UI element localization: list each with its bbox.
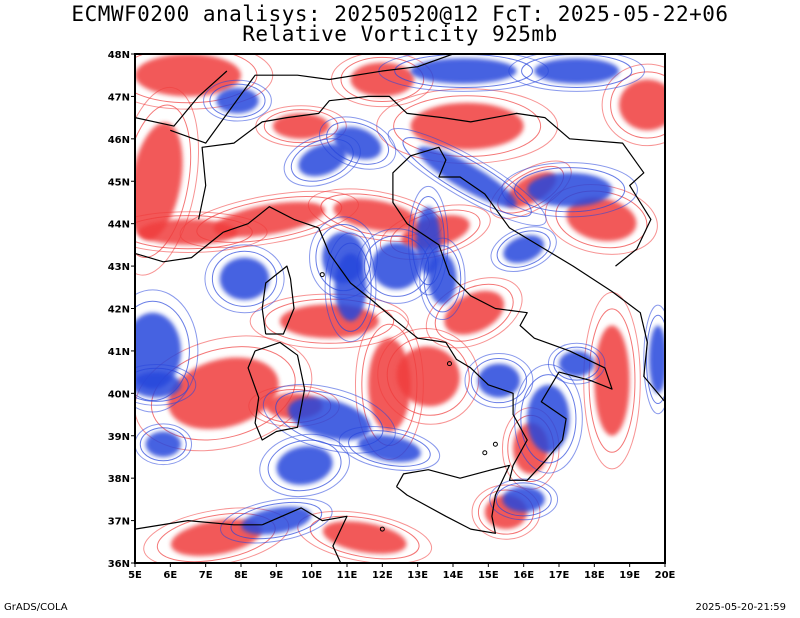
- positive-vorticity-cell: [255, 105, 347, 147]
- lat-tick-label: 45N: [108, 177, 130, 188]
- lon-tick-label: 16E: [513, 570, 534, 581]
- coastline-segment: [135, 231, 224, 263]
- coastline-segment: [170, 54, 454, 144]
- coastline-segment: [247, 341, 306, 441]
- map-title: ECMWF0200 analisys: 20250520@12 FcT: 202…: [71, 2, 729, 26]
- island: [492, 441, 498, 447]
- lon-tick-label: 5E: [128, 570, 142, 581]
- lat-tick-label: 48N: [108, 50, 130, 61]
- vorticity-field: [135, 54, 665, 563]
- negative-vorticity-cell: [220, 497, 333, 544]
- coastline-segment: [223, 146, 665, 481]
- negative-vorticity-cell: [204, 244, 285, 314]
- lat-tick-label: 47N: [108, 92, 130, 103]
- lon-tick-label: 14E: [443, 570, 464, 581]
- positive-vorticity-cell: [583, 291, 641, 470]
- lon-tick-label: 8E: [234, 570, 248, 581]
- lat-tick-label: 41N: [108, 347, 130, 358]
- lat-axis: 36N 37N 38N 39N 40N 41N 42N 43N 44N 45N 46N 47N 48N: [108, 50, 135, 570]
- lon-tick-label: 15E: [478, 570, 499, 581]
- negative-vorticity-cell: [387, 127, 547, 227]
- timestamp: 2025-05-20-21:59: [695, 602, 786, 613]
- negative-vorticity-cell: [283, 133, 361, 187]
- lon-tick-label: 13E: [407, 570, 428, 581]
- lat-tick-label: 46N: [108, 135, 130, 146]
- coastline-segment: [261, 507, 348, 563]
- negative-vorticity-cell: [547, 342, 606, 385]
- coastline-segment: [198, 95, 652, 267]
- lat-tick-label: 36N: [108, 559, 130, 570]
- coastline-segment: [261, 265, 295, 335]
- lon-tick-label: 7E: [199, 570, 213, 581]
- negative-vorticity-cell: [464, 352, 534, 409]
- lon-tick-label: 19E: [619, 570, 640, 581]
- island: [379, 526, 385, 532]
- negative-vorticity-cell: [501, 162, 638, 218]
- map-subtitle: Relative Vorticity 925mb: [242, 22, 558, 46]
- island: [402, 582, 406, 586]
- lon-tick-label: 12E: [372, 570, 393, 581]
- software-credit: GrADS/COLA: [4, 602, 68, 613]
- lon-axis: 5E 6E 7E 8E 9E 10E 11E 12E 13E 14E 15E 16E 17E 18E 19E…: [128, 563, 676, 581]
- positive-vorticity-cell: [601, 63, 665, 147]
- lon-tick-label: 18E: [584, 570, 605, 581]
- lat-tick-label: 40N: [108, 389, 130, 400]
- coastline-segment: [135, 70, 228, 127]
- positive-vorticity-cell: [425, 277, 523, 349]
- coastline-segment: [135, 520, 263, 530]
- island: [319, 272, 325, 278]
- negative-vorticity-cell: [203, 79, 272, 122]
- positive-vorticity-cell: [143, 507, 290, 563]
- negative-vorticity-cell: [259, 433, 350, 498]
- lat-tick-label: 37N: [108, 517, 130, 528]
- island: [446, 361, 452, 367]
- negative-vorticity-cell: [419, 237, 466, 321]
- lat-tick-label: 39N: [108, 432, 130, 443]
- lat-tick-label: 43N: [108, 262, 130, 273]
- negative-vorticity-cell: [319, 116, 397, 170]
- negative-vorticity-cell: [338, 426, 441, 471]
- negative-vorticity-cell: [407, 185, 449, 296]
- island: [482, 450, 488, 456]
- negative-vorticity-cell: [135, 363, 197, 406]
- lat-tick-label: 38N: [108, 474, 130, 485]
- lon-tick-label: 9E: [269, 570, 283, 581]
- negative-vorticity-cell: [324, 232, 377, 343]
- negative-vorticity-cell: [489, 478, 559, 521]
- lon-tick-label: 17E: [549, 570, 570, 581]
- positive-vorticity-cell: [135, 211, 268, 254]
- coastline: [135, 54, 665, 586]
- negative-vorticity-cell: [643, 304, 665, 415]
- lon-tick-label: 10E: [301, 570, 322, 581]
- coastline-segment: [395, 464, 511, 534]
- lon-tick-label: 20E: [655, 570, 676, 581]
- lat-tick-label: 42N: [108, 305, 130, 316]
- negative-vorticity-cell: [135, 423, 193, 466]
- positive-vorticity-cell: [297, 510, 433, 563]
- lat-tick-label: 44N: [108, 220, 130, 231]
- lon-tick-label: 6E: [163, 570, 177, 581]
- lon-tick-label: 11E: [337, 570, 358, 581]
